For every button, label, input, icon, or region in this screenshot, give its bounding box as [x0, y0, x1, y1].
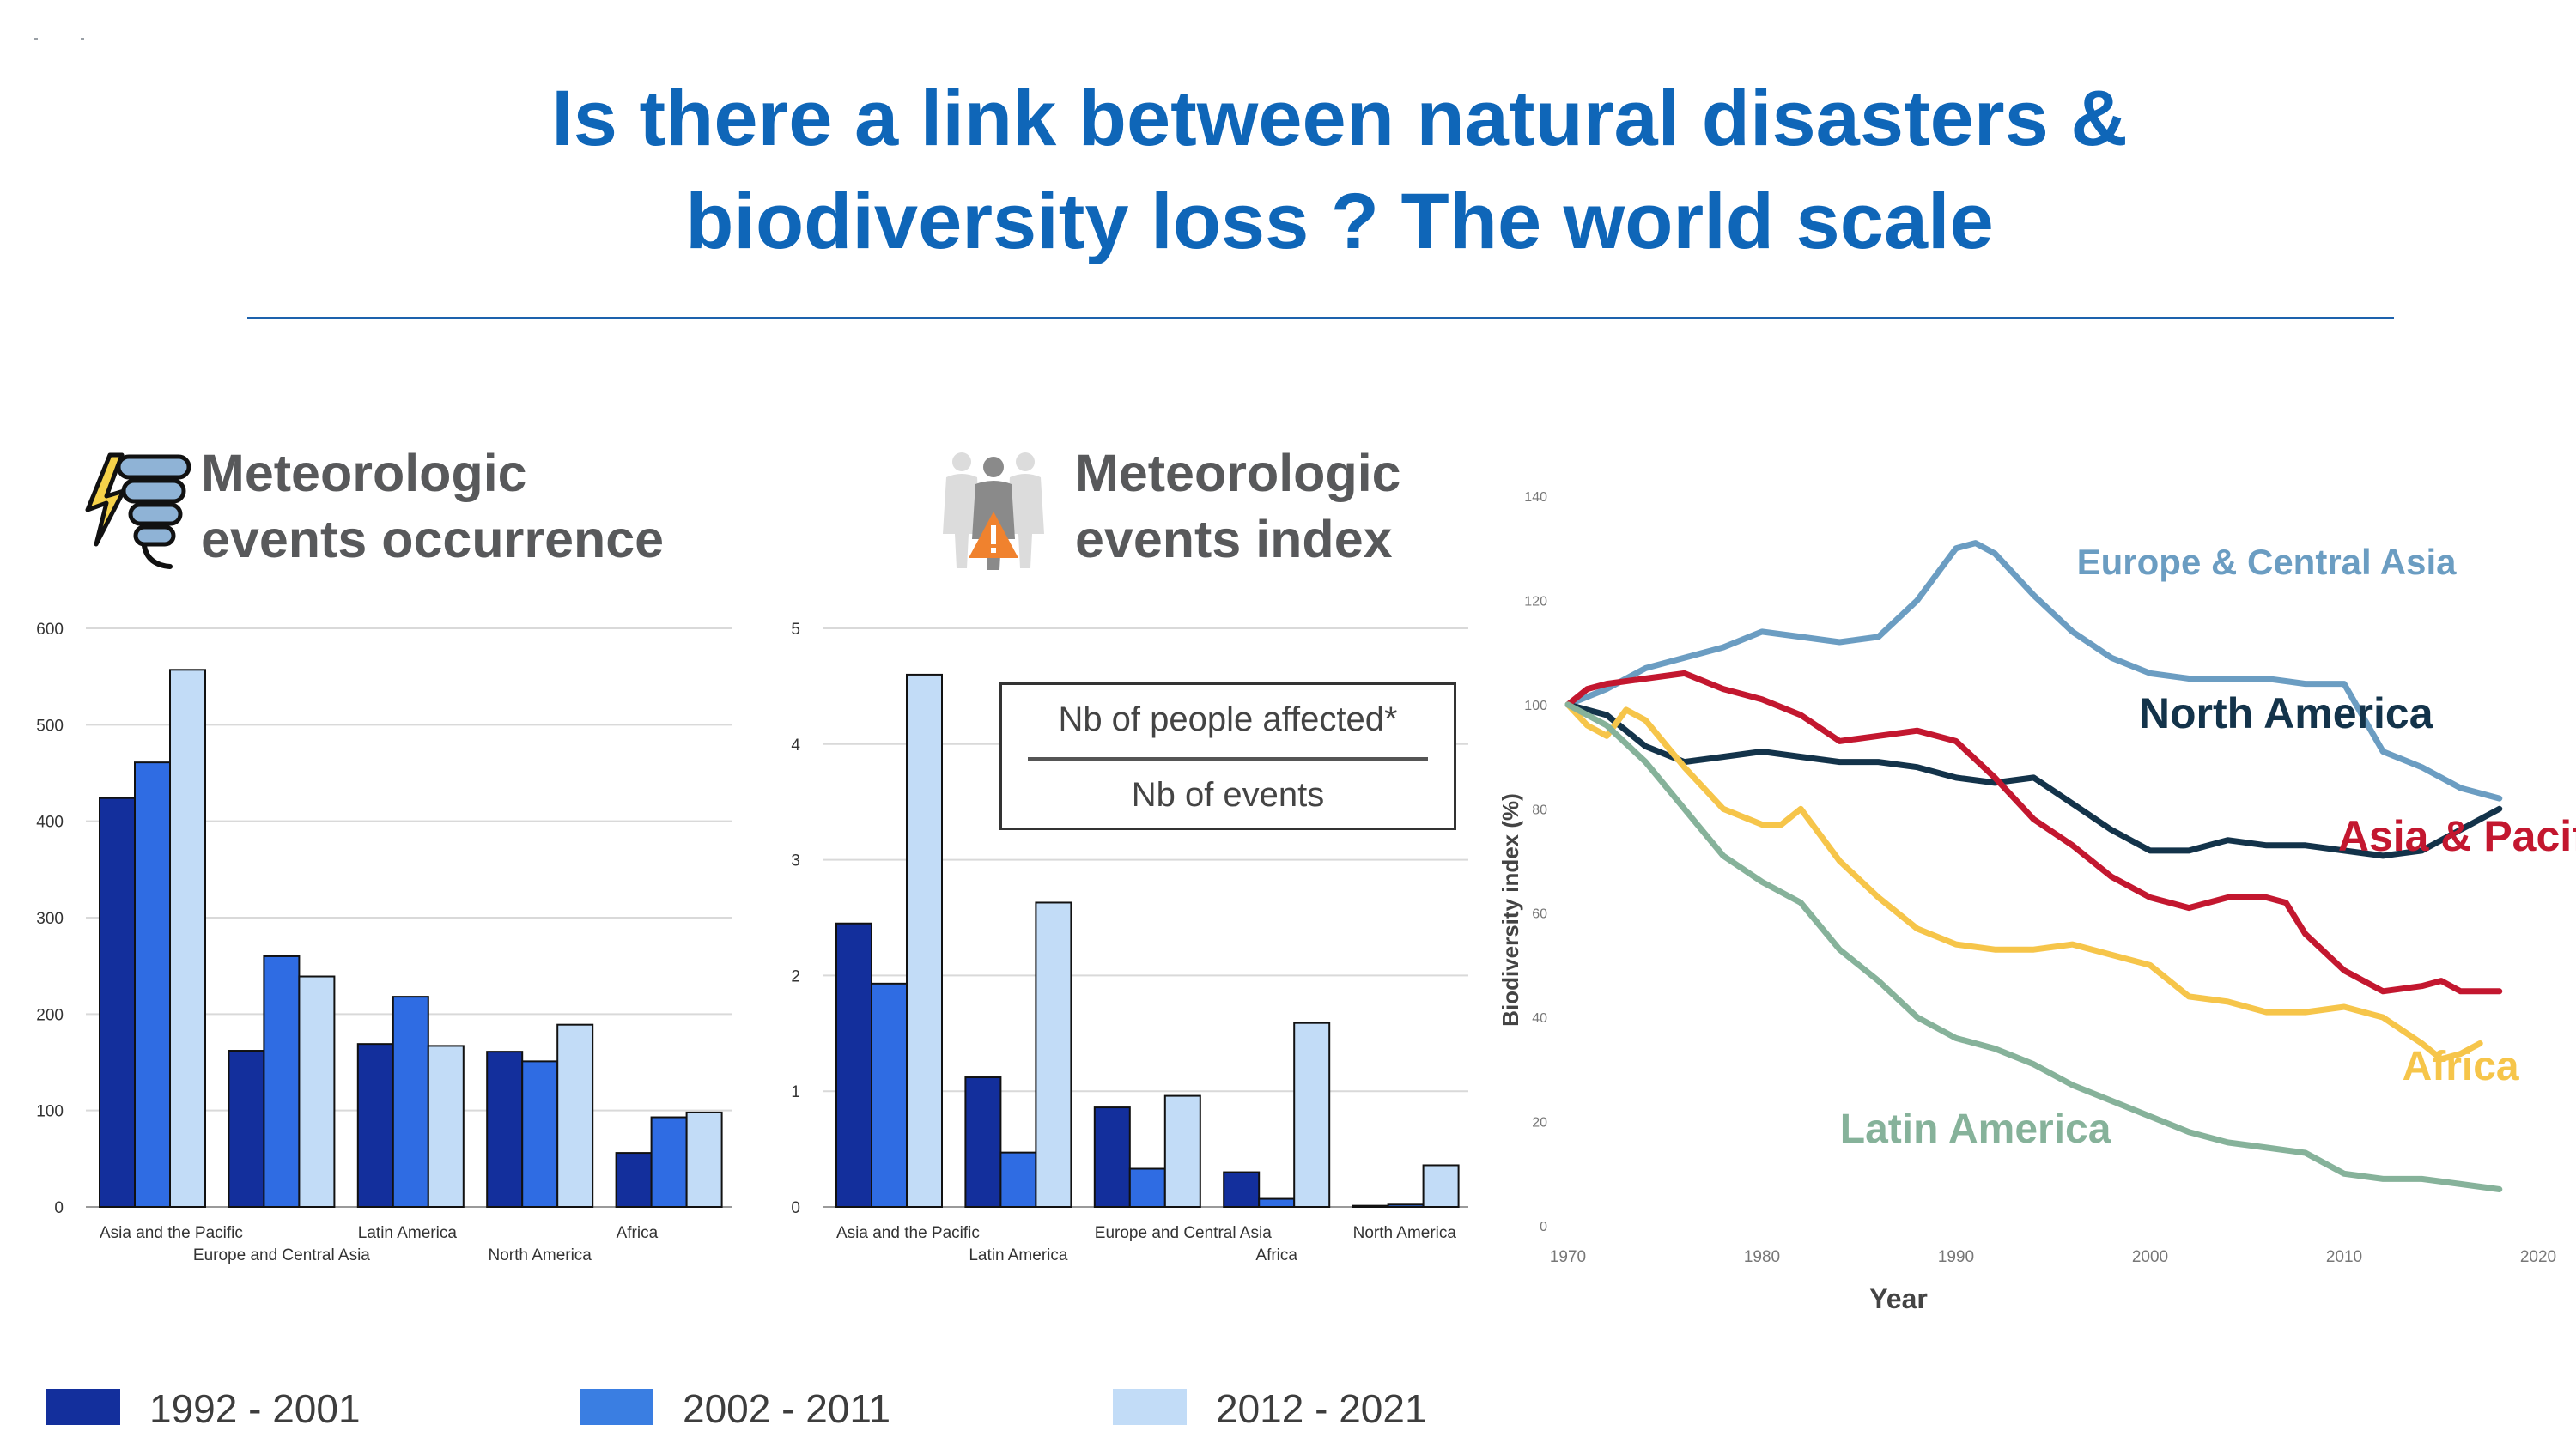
y-tick-label: 60 — [1532, 907, 1547, 922]
legend-label: 1992 - 2001 — [149, 1385, 361, 1432]
legend-swatch — [580, 1389, 653, 1425]
series-label: Africa — [2403, 1044, 2519, 1089]
series-label: Latin America — [1840, 1106, 2111, 1152]
x-tick-label: 2010 — [2326, 1248, 2362, 1266]
x-tick-label: 1990 — [1938, 1248, 1974, 1266]
x-tick-label: 1970 — [1550, 1248, 1586, 1266]
series-label: Asia & Pacific — [2338, 812, 2576, 860]
title-line-2: biodiversity loss ? The world scale — [685, 178, 1994, 265]
y-tick-label: 140 — [1524, 490, 1547, 505]
x-axis-label: Year — [1869, 1283, 1928, 1314]
legend-label: 2012 - 2021 — [1216, 1385, 1427, 1432]
legend-swatch — [46, 1389, 120, 1425]
legend-swatch — [1113, 1389, 1187, 1425]
x-tick-label: 1980 — [1744, 1248, 1780, 1266]
series-label: North America — [2139, 689, 2434, 737]
biodiversity-line-chart: 0 20 40 60 80 100 120 140 1970 1980 1990 2000 2010 20… — [0, 464, 2576, 1322]
x-tick-label: 2020 — [2520, 1248, 2556, 1266]
y-tick-label: 20 — [1532, 1116, 1547, 1131]
title-divider — [247, 317, 2394, 319]
y-tick-label: 120 — [1524, 594, 1547, 609]
legend-label: 2002 - 2011 — [683, 1385, 890, 1432]
y-axis-label: Biodiversity index (%) — [1498, 793, 1523, 1027]
y-tick-label: 100 — [1524, 699, 1547, 713]
x-tick-label: 2000 — [2132, 1248, 2168, 1266]
y-tick-label: 0 — [1540, 1220, 1547, 1234]
series-label: Europe & Central Asia — [2077, 542, 2458, 582]
corner-mark — [34, 38, 38, 40]
corner-mark — [81, 38, 84, 40]
y-tick-label: 40 — [1532, 1011, 1547, 1026]
page-title: Is there a link between natural disaster… — [258, 67, 2421, 273]
title-line-1: Is there a link between natural disaster… — [551, 75, 2128, 162]
y-tick-label: 80 — [1532, 803, 1547, 817]
